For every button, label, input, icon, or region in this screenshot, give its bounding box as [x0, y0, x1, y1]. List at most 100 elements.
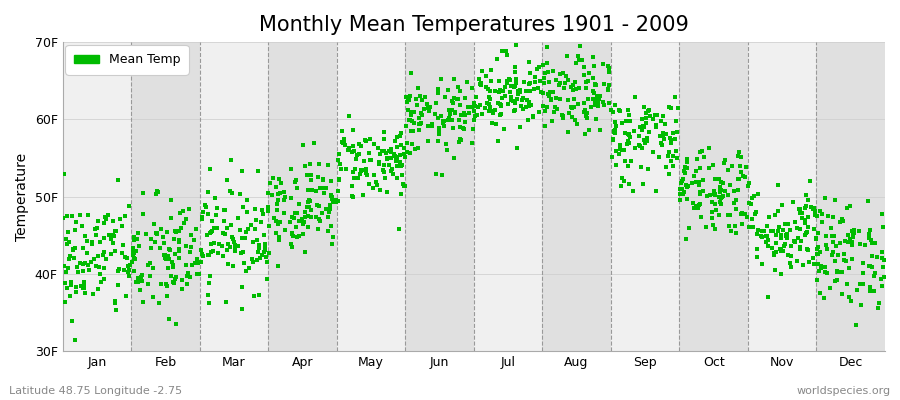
Point	[670, 105, 685, 112]
Point	[216, 230, 230, 236]
Point	[331, 188, 346, 194]
Point	[405, 141, 419, 147]
Bar	[748, 42, 816, 351]
Point	[413, 93, 428, 100]
Point	[141, 281, 156, 287]
Point	[545, 68, 560, 74]
Point	[76, 278, 91, 285]
Point	[447, 95, 462, 101]
Point	[754, 233, 769, 240]
Point	[600, 85, 615, 92]
Point	[354, 166, 368, 173]
Point	[136, 299, 150, 305]
Point	[109, 228, 123, 235]
Point	[168, 250, 183, 257]
Point	[248, 292, 262, 299]
Point	[571, 120, 585, 127]
Point	[692, 149, 706, 155]
Point	[645, 116, 660, 122]
Point	[178, 216, 193, 222]
Point	[713, 184, 727, 190]
Point	[824, 225, 838, 231]
Point	[252, 242, 266, 248]
Point	[68, 337, 82, 344]
Point	[769, 248, 783, 255]
Point	[69, 218, 84, 225]
Point	[146, 265, 160, 272]
Point	[627, 94, 642, 100]
Point	[240, 226, 255, 232]
Point	[464, 140, 479, 146]
Point	[64, 282, 78, 288]
Point	[655, 132, 670, 139]
Point	[559, 53, 573, 60]
Point	[503, 94, 517, 100]
Point	[521, 117, 535, 123]
Point	[320, 162, 335, 168]
Point	[398, 154, 412, 160]
Point	[691, 182, 706, 189]
Point	[165, 259, 179, 266]
Point	[184, 232, 198, 238]
Point	[242, 265, 256, 272]
Point	[778, 243, 792, 250]
Point	[436, 118, 451, 124]
Point	[796, 215, 810, 222]
Point	[520, 96, 535, 103]
Point	[724, 211, 738, 218]
Point	[104, 236, 118, 242]
Point	[237, 260, 251, 266]
Point	[228, 242, 242, 248]
Point	[731, 153, 745, 159]
Point	[59, 285, 74, 291]
Point	[288, 177, 302, 183]
Point	[445, 98, 459, 104]
Point	[445, 107, 459, 113]
Point	[68, 227, 83, 233]
Point	[76, 285, 91, 291]
Point	[687, 204, 701, 211]
Point	[61, 239, 76, 245]
Point	[865, 253, 879, 260]
Point	[403, 70, 418, 76]
Point	[606, 137, 620, 143]
Point	[703, 192, 717, 198]
Point	[91, 286, 105, 292]
Bar	[680, 42, 748, 351]
Point	[311, 202, 326, 209]
Point	[248, 216, 263, 223]
Point	[69, 288, 84, 295]
Point	[693, 201, 707, 207]
Point	[760, 232, 774, 239]
Point	[605, 154, 619, 160]
Point	[568, 79, 582, 85]
Point	[680, 158, 695, 165]
Point	[870, 254, 885, 260]
Bar	[611, 42, 680, 351]
Point	[791, 234, 806, 241]
Point	[653, 139, 668, 146]
Point	[350, 152, 365, 158]
Point	[670, 155, 685, 161]
Point	[58, 280, 72, 286]
Point	[498, 84, 512, 90]
Point	[254, 219, 268, 225]
Point	[743, 200, 758, 207]
Point	[548, 77, 562, 84]
Point	[798, 231, 813, 238]
Point	[622, 140, 636, 146]
Point	[809, 236, 824, 242]
Point	[468, 94, 482, 100]
Point	[161, 265, 176, 271]
Point	[619, 118, 634, 124]
Point	[447, 110, 462, 116]
Point	[471, 104, 485, 110]
Point	[773, 235, 788, 241]
Point	[257, 240, 272, 247]
Point	[760, 243, 775, 249]
Point	[523, 88, 537, 94]
Point	[76, 268, 91, 274]
Point	[608, 129, 623, 136]
Point	[458, 119, 473, 125]
Point	[335, 127, 349, 134]
